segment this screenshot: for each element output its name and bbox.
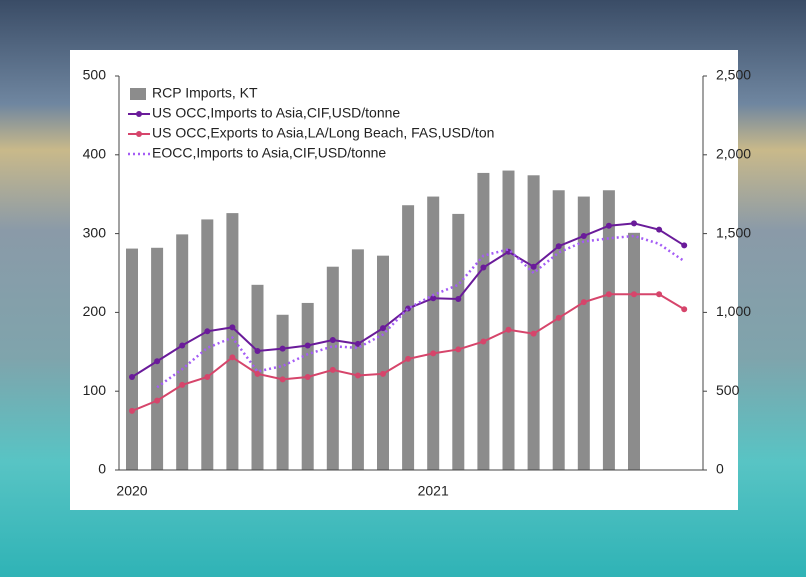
bar	[276, 314, 289, 470]
point	[555, 243, 562, 250]
bar	[126, 248, 138, 470]
bar	[577, 196, 590, 470]
bar	[402, 205, 415, 470]
y2-tick-label: 1,000	[716, 303, 751, 319]
bar	[251, 284, 264, 470]
point	[129, 407, 135, 414]
point	[204, 374, 211, 381]
y2-tick-label: 2,500	[716, 67, 751, 83]
bar	[602, 190, 615, 470]
bar	[477, 172, 490, 470]
point	[304, 342, 311, 349]
point	[681, 306, 688, 313]
point	[405, 355, 412, 362]
bar	[201, 219, 214, 470]
point	[455, 296, 462, 303]
point	[480, 338, 487, 345]
bar	[452, 213, 465, 470]
point	[129, 374, 135, 381]
legend-swatch	[130, 88, 146, 100]
legend-label: RCP Imports, KT	[152, 85, 258, 101]
point	[656, 226, 663, 233]
bar	[351, 249, 364, 470]
x-tick-label: 2020	[116, 483, 147, 499]
y-tick-label: 200	[83, 303, 107, 319]
bar	[377, 255, 389, 470]
point	[580, 232, 587, 239]
bar	[552, 190, 565, 470]
point	[304, 374, 311, 381]
y2-tick-label: 2,000	[716, 146, 751, 162]
point	[555, 314, 562, 321]
point	[154, 358, 161, 365]
legend-marker	[136, 111, 142, 117]
point	[380, 370, 386, 377]
point	[430, 295, 437, 302]
bar	[502, 170, 515, 470]
bar	[301, 302, 314, 470]
point	[605, 222, 612, 229]
point	[229, 324, 236, 331]
point	[254, 348, 261, 355]
point	[154, 397, 161, 404]
y2-tick-label: 0	[716, 461, 724, 477]
point	[656, 291, 663, 298]
bar	[628, 232, 640, 470]
point	[580, 299, 587, 306]
point	[631, 220, 637, 227]
point	[455, 346, 462, 353]
point	[605, 291, 612, 298]
legend-label: EOCC,Imports to Asia,CIF,USD/tonne	[152, 145, 386, 161]
point	[530, 330, 537, 337]
point	[204, 328, 211, 335]
legend-label: US OCC,Exports to Asia,LA/Long Beach, FA…	[152, 125, 494, 141]
y-tick-label: 100	[83, 382, 107, 398]
legend-label: US OCC,Imports to Asia,CIF,USD/tonne	[152, 105, 400, 121]
bar	[527, 175, 540, 470]
x-tick-label: 2021	[418, 483, 449, 499]
y2-tick-label: 500	[716, 382, 740, 398]
point	[354, 372, 361, 379]
y-tick-label: 400	[83, 146, 107, 162]
y-tick-label: 300	[83, 224, 107, 240]
point	[279, 345, 286, 352]
point	[681, 242, 688, 249]
y-tick-label: 500	[83, 67, 107, 83]
y-tick-label: 0	[98, 461, 106, 477]
point	[279, 376, 286, 383]
point	[329, 366, 336, 373]
point	[530, 263, 537, 270]
point	[254, 370, 261, 377]
bar	[427, 196, 440, 470]
y2-tick-label: 1,500	[716, 224, 751, 240]
point	[179, 342, 186, 349]
point	[354, 340, 361, 347]
point	[229, 354, 236, 361]
point	[480, 264, 487, 271]
bar	[176, 234, 189, 470]
point	[380, 325, 386, 332]
point	[631, 291, 637, 298]
point	[430, 350, 437, 357]
legend-marker	[136, 131, 142, 137]
point	[179, 381, 186, 388]
point	[329, 336, 336, 343]
bar	[226, 213, 239, 470]
line	[156, 234, 685, 389]
point	[505, 326, 512, 333]
